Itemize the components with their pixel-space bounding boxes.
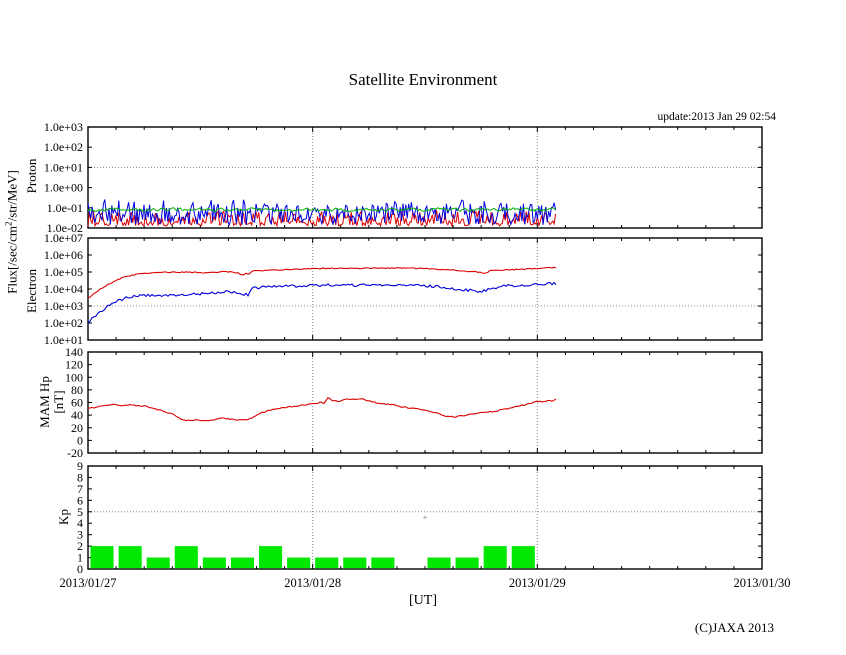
y-tick-label: 60 <box>71 396 83 410</box>
flux-label-superscript: 2 <box>3 221 14 226</box>
proton-green-series <box>87 207 556 213</box>
y-tick-label: 1 <box>77 551 83 565</box>
kp-bar <box>455 557 479 569</box>
mam-hp-series <box>87 396 557 422</box>
kp-bar <box>146 557 170 569</box>
y-tick-label: -20 <box>67 446 83 460</box>
kp-marker: + <box>422 513 427 523</box>
flux-axis-label: Flux[/sec/cm2/str/MeV] <box>3 170 20 294</box>
y-ticks <box>88 126 762 229</box>
y-tick-label: 1.0e+06 <box>44 248 83 262</box>
kp-bar <box>315 557 339 569</box>
y-tick-label: 4 <box>77 516 83 530</box>
y-tick-label: 9 <box>77 459 83 473</box>
panel-frame <box>87 351 763 454</box>
kp-bar <box>343 557 367 569</box>
electron-blue-series <box>87 281 557 324</box>
y-tick-label: 1.0e-02 <box>47 221 83 235</box>
grid-lines <box>88 238 762 340</box>
copyright-notice: (C)JAXA 2013 <box>694 620 774 635</box>
y-tick-label: 7 <box>77 482 83 496</box>
mam-axis-label-line1: MAM Hp <box>37 376 52 428</box>
kp-axis-label: Kp <box>56 509 71 525</box>
kp-bar <box>202 557 226 569</box>
y-tick-label: 1.0e+03 <box>44 299 83 313</box>
x-ticks <box>87 352 763 453</box>
y-tick-label: 3 <box>77 528 83 542</box>
y-tick-label: 20 <box>71 421 83 435</box>
electron-axis-label: Electron <box>24 268 39 314</box>
electron-panel: 1.0e+01 1.0e+02 1.0e+03 1.0e+04 1.0e+05 1.0e+… <box>44 231 763 347</box>
x-tick-label: 2013/01/30 <box>734 576 791 590</box>
y-tick-label: 2 <box>77 539 83 553</box>
kp-bar <box>174 546 198 569</box>
x-ticks <box>87 238 763 340</box>
y-tick-label: 1.0e+05 <box>44 265 83 279</box>
y-tick-label: 140 <box>65 345 83 359</box>
kp-bar <box>371 557 395 569</box>
kp-bar <box>259 546 283 569</box>
mam-axis-label: MAM Hp [nT] <box>37 376 66 428</box>
kp-bar <box>483 546 507 569</box>
y-tick-label: 1.0e+00 <box>44 181 83 195</box>
x-tick-label: 2013/01/28 <box>284 576 341 590</box>
mam-axis-label-line2: [nT] <box>51 390 66 414</box>
electron-red-series <box>87 266 557 299</box>
y-tick-label: 8 <box>77 470 83 484</box>
y-tick-label: 1.0e+03 <box>44 120 83 134</box>
y-ticks <box>88 465 762 570</box>
proton-panel: 1.0e-02 1.0e-01 1.0e+00 1.0e+01 1.0e+02 1.0e+… <box>44 120 763 235</box>
y-tick-label: 0 <box>77 562 83 576</box>
kp-bar <box>118 546 142 569</box>
grid-lines <box>312 352 538 453</box>
grid-lines <box>88 466 762 569</box>
proton-axis-label: Proton <box>24 158 39 194</box>
y-tick-label: 1.0e+01 <box>44 160 83 174</box>
kp-bar <box>427 557 451 569</box>
kp-bar <box>230 557 254 569</box>
x-ticks <box>87 466 763 569</box>
kp-bar <box>90 546 114 569</box>
x-tick-label: 2013/01/29 <box>509 576 566 590</box>
update-timestamp: update:2013 Jan 29 02:54 <box>657 111 777 123</box>
panel-frame <box>87 237 763 341</box>
y-tick-label: 1.0e+01 <box>44 333 83 347</box>
y-tick-label: 100 <box>65 370 83 384</box>
y-tick-label: 120 <box>65 358 83 372</box>
kp-bar <box>511 546 535 569</box>
proton-blue-series <box>87 199 557 227</box>
x-tick-label: 2013/01/27 <box>60 576 117 590</box>
y-tick-label: 5 <box>77 505 83 519</box>
y-tick-label: 6 <box>77 493 83 507</box>
y-tick-label: 0 <box>77 433 83 447</box>
kp-bar <box>287 557 311 569</box>
proton-red-series <box>87 209 557 228</box>
x-axis-unit-label: [UT] <box>409 593 437 608</box>
y-tick-label: 1.0e+02 <box>44 140 83 154</box>
y-tick-label: 1.0e+04 <box>44 282 83 296</box>
y-tick-label: 1.0e+07 <box>44 231 83 245</box>
y-tick-label: 1.0e-01 <box>47 201 83 215</box>
y-tick-label: 40 <box>71 408 83 422</box>
y-tick-label: 80 <box>71 383 83 397</box>
y-ticks <box>88 237 762 341</box>
y-ticks <box>88 351 762 454</box>
page-title: Satellite Environment <box>348 70 498 89</box>
y-tick-label: 1.0e+02 <box>44 316 83 330</box>
